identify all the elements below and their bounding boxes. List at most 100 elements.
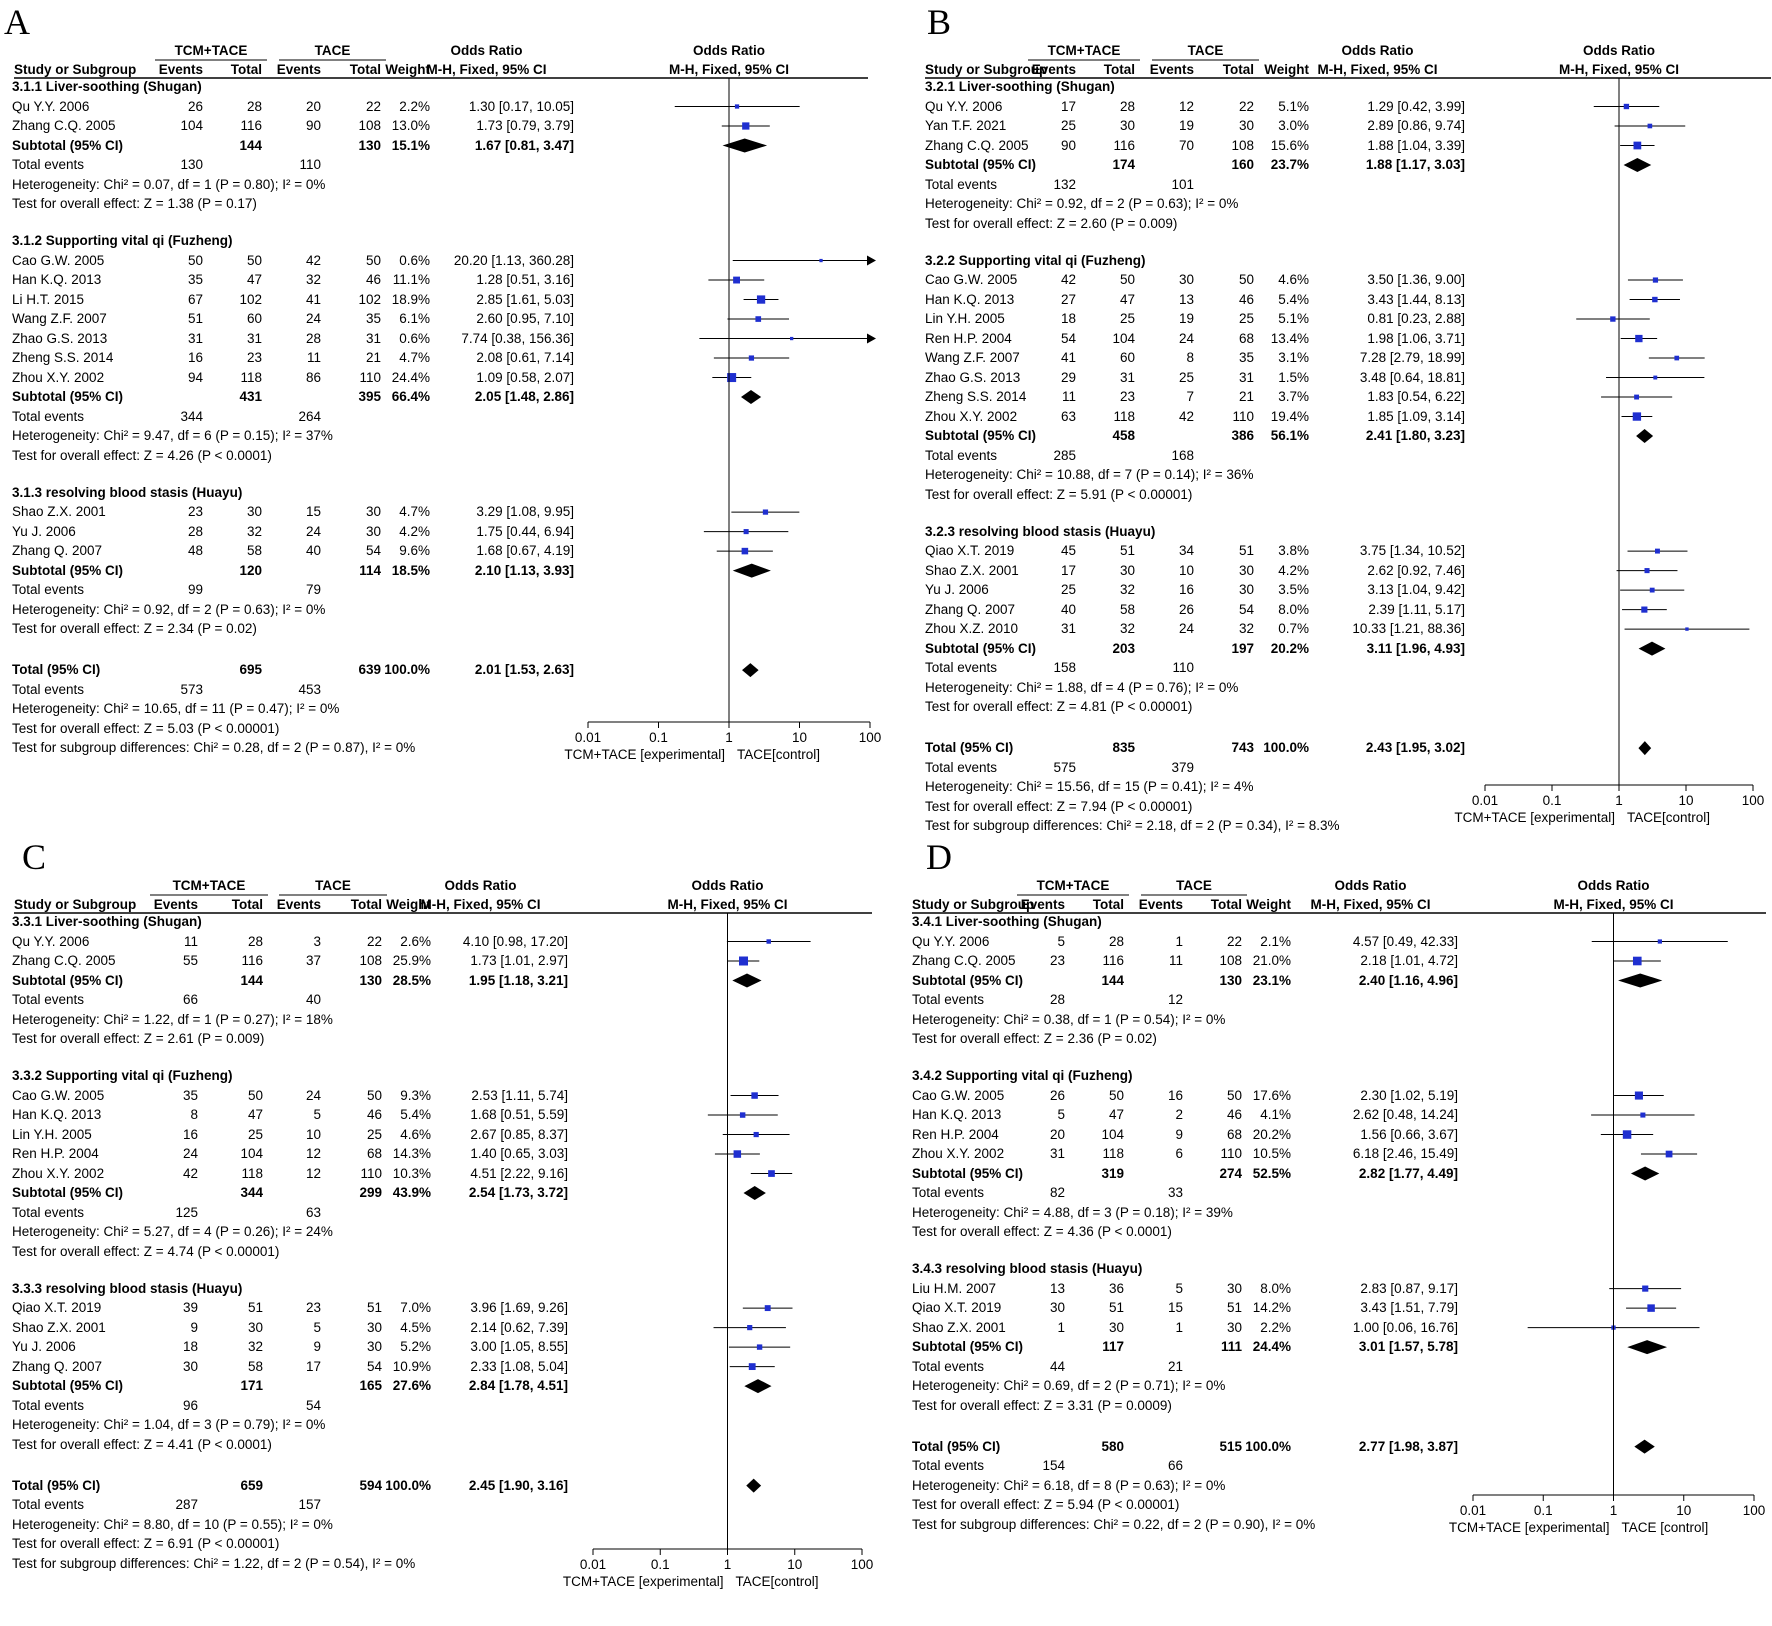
subtotal-exp-total: 431: [239, 389, 262, 405]
exp-total: 116: [1113, 137, 1135, 153]
ctrl-total: 108: [359, 953, 382, 968]
subtotal-diamond: [1638, 641, 1666, 656]
exp-events: 28: [187, 523, 203, 539]
exp-events: 5: [1057, 933, 1065, 949]
ctrl-total-header: Total: [349, 62, 381, 77]
total-ctrl: 594: [359, 1477, 382, 1493]
study-name: Cao G.W. 2005: [912, 1087, 1005, 1103]
exp-events: 18: [182, 1339, 198, 1355]
exp-events: 90: [1060, 137, 1076, 153]
exp-total: 104: [1101, 1126, 1124, 1142]
exp-total: 60: [246, 311, 262, 327]
axis-favours-experimental: TCM+TACE [experimental]: [562, 1574, 724, 1589]
exp-events: 13: [1049, 1280, 1065, 1296]
study-point: [755, 316, 762, 322]
ci-arrow: [867, 255, 876, 266]
heterogeneity-text: Heterogeneity: Chi² = 0.69, df = 2 (P = …: [912, 1378, 1226, 1394]
study-weight: 17.6%: [1252, 1087, 1291, 1103]
study-or-ci: 2.85 [1.61, 5.03]: [476, 291, 574, 307]
heterogeneity-text: Heterogeneity: Chi² = 9.47, df = 6 (P = …: [12, 428, 333, 444]
ctrl-total: 108: [358, 118, 381, 133]
study-name: Yu J. 2006: [925, 582, 989, 598]
ctrl-group-header: TACE: [314, 43, 351, 58]
study-name: Li H.T. 2015: [12, 291, 85, 307]
total-heterogeneity: Heterogeneity: Chi² = 6.18, df = 8 (P = …: [912, 1477, 1226, 1493]
weight-header: Weight: [386, 897, 431, 912]
study-name: Cao G.W. 2005: [12, 252, 105, 268]
total-exp: 580: [1101, 1438, 1124, 1454]
subtotal-diamond: [743, 1186, 766, 1201]
total-ctrl: 743: [1231, 740, 1254, 756]
weight-header: Weight: [385, 62, 430, 77]
forest-panel-a: A TCM+TACE TACE Odds Ratio Odds Ratio Study …: [0, 0, 886, 791]
ctrl-total: 21: [365, 350, 381, 366]
subtotal-ctrl-total: 130: [359, 972, 382, 988]
study-name: Lin Y.H. 2005: [925, 311, 1005, 327]
forest-plot-svg: [925, 59, 1771, 791]
subtotal-ctrl-total: 395: [358, 389, 381, 405]
exp-total: 116: [240, 118, 262, 133]
exp-total: 32: [247, 1339, 263, 1355]
study-weight: 4.5%: [400, 1319, 431, 1335]
total-events-exp: 96: [182, 1397, 198, 1413]
exp-total: 116: [241, 953, 263, 968]
exp-events: 94: [187, 369, 203, 385]
ctrl-events: 20: [305, 98, 321, 114]
subgroup-title: 3.1.3 resolving blood stasis (Huayu): [12, 484, 243, 500]
study-or-ci: 2.33 [1.08, 5.04]: [470, 1358, 568, 1374]
study-point: [1635, 334, 1643, 343]
study-weight: 2.6%: [400, 933, 431, 949]
study-name: Zhang Q. 2007: [12, 543, 103, 559]
exp-group-header: TCM+TACE: [1047, 43, 1121, 58]
total-events-exp: 344: [180, 408, 203, 424]
total-label: Total (95% CI): [912, 1438, 1001, 1454]
exp-total: 25: [1119, 311, 1135, 327]
exp-total: 102: [239, 291, 262, 307]
subtotal-diamond: [1627, 1340, 1668, 1355]
subgroup-title: 3.4.3 resolving blood stasis (Huayu): [912, 1261, 1143, 1277]
ctrl-events: 19: [1178, 118, 1194, 133]
study-point: [733, 1150, 742, 1158]
exp-total: 32: [1119, 621, 1135, 637]
study-name: Zhou X.Z. 2010: [925, 621, 1019, 637]
ctrl-total: 25: [1238, 311, 1254, 327]
study-point: [1649, 587, 1655, 593]
study-weight: 3.8%: [1278, 543, 1309, 559]
subtotal-weight: 27.6%: [392, 1378, 431, 1394]
study-or-ci: 4.51 [2.22, 9.16]: [470, 1165, 568, 1181]
study-point: [1665, 1150, 1673, 1158]
exp-total: 47: [247, 1107, 263, 1123]
overall-effect-text: Test for overall effect: Z = 2.36 (P = 0…: [912, 1031, 1157, 1046]
ctrl-total: 46: [365, 272, 381, 288]
study-name: Zhang Q. 2007: [925, 601, 1016, 617]
ctrl-events: 1: [1175, 933, 1183, 949]
study-or-ci: 1.40 [0.65, 3.03]: [470, 1146, 568, 1162]
subtotal-label: Subtotal (95% CI): [912, 1165, 1024, 1181]
or-plot-header: Odds Ratio: [692, 43, 765, 58]
study-name: Zheng S.S. 2014: [12, 350, 114, 366]
ctrl-events: 42: [1178, 408, 1194, 424]
x-tick-label: 0.1: [649, 730, 668, 745]
subtotal-ctrl-total: 299: [359, 1185, 382, 1201]
study-name: Ren H.P. 2004: [12, 1146, 99, 1162]
subtotal-label: Subtotal (95% CI): [925, 428, 1037, 444]
total-or-ci: 2.45 [1.90, 3.16]: [468, 1477, 568, 1493]
subtotal-exp-total: 174: [1112, 157, 1135, 172]
exp-total: 25: [247, 1126, 263, 1142]
overall-effect-text: Test for overall effect: Z = 4.36 (P < 0…: [912, 1224, 1172, 1240]
ctrl-events: 10: [305, 1126, 321, 1142]
study-or-ci: 2.62 [0.92, 7.46]: [1367, 562, 1465, 578]
ctrl-events: 24: [305, 523, 321, 539]
subtotal-diamond: [1630, 1166, 1660, 1181]
study-weight: 10.5%: [1252, 1146, 1291, 1162]
ctrl-total: 68: [366, 1146, 382, 1162]
subgroup-title: 3.1.2 Supporting vital qi (Fuzheng): [12, 233, 233, 249]
subgroup-differences: Test for subgroup differences: Chi² = 2.…: [925, 818, 1340, 834]
ctrl-events: 15: [305, 504, 321, 520]
subtotal-weight: 52.5%: [1252, 1165, 1291, 1181]
study-name: Qiao X.T. 2019: [925, 543, 1015, 559]
ctrl-events: 24: [305, 311, 321, 327]
study-weight: 5.4%: [400, 1107, 431, 1123]
ctrl-total: 110: [1220, 1146, 1242, 1162]
total-events-exp: 82: [1049, 1185, 1065, 1201]
